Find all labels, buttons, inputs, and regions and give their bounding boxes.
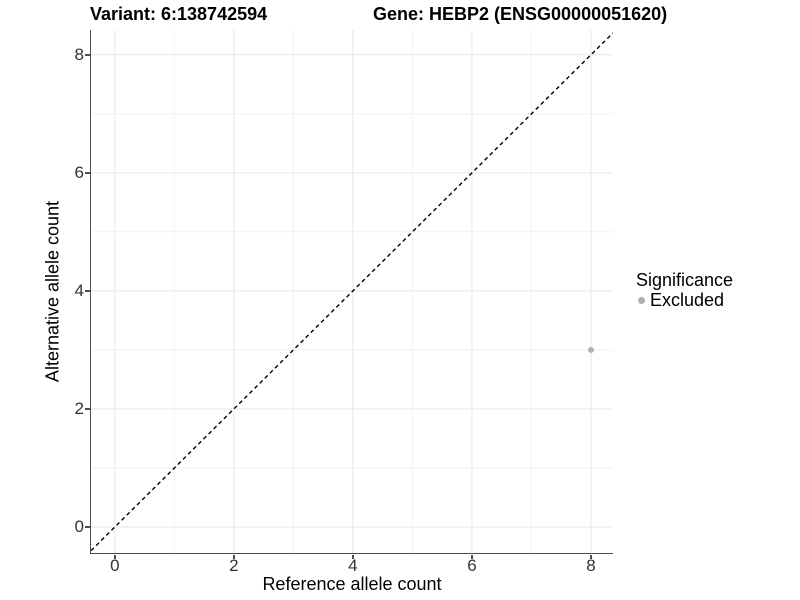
x-tick-mark <box>233 554 235 559</box>
x-tick-mark <box>352 554 354 559</box>
x-tick-label: 0 <box>110 556 120 575</box>
x-tick-label: 6 <box>467 556 477 575</box>
plot-panel <box>89 30 613 554</box>
y-tick-label: 4 <box>74 280 84 300</box>
x-tick-label: 2 <box>229 556 239 575</box>
y-tick-mark <box>85 54 90 56</box>
legend-title: Significance <box>636 270 734 290</box>
y-tick-mark <box>85 172 90 174</box>
plot-canvas <box>90 30 613 553</box>
x-axis-title: Reference allele count <box>262 574 442 594</box>
plot-title-gene: Gene: HEBP2 (ENSG00000051620) <box>373 4 668 24</box>
y-tick-label: 2 <box>74 398 84 418</box>
legend-point-swatch <box>638 297 645 304</box>
y-tick-label: 0 <box>74 517 84 537</box>
legend-item-excluded: Excluded <box>636 291 796 310</box>
x-tick-mark <box>590 554 592 559</box>
data-point-excluded <box>587 346 594 353</box>
y-tick-mark <box>85 526 90 528</box>
legend-item-label: Excluded <box>650 290 725 310</box>
y-tick-mark <box>85 290 90 292</box>
x-tick-mark <box>471 554 473 559</box>
plot-title-variant: Variant: 6:138742594 <box>90 4 268 24</box>
y-tick-label: 6 <box>74 162 84 182</box>
legend: Significance Excluded <box>636 271 796 310</box>
x-tick-label: 4 <box>348 556 358 575</box>
x-tick-label: 8 <box>586 556 596 575</box>
y-tick-mark <box>85 408 90 410</box>
x-tick-mark <box>114 554 116 559</box>
y-tick-label: 8 <box>74 44 84 64</box>
identity-reference-line <box>90 32 613 552</box>
